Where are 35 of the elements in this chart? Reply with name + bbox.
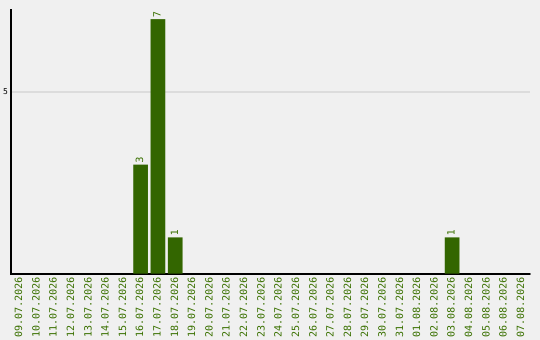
x-tick-label: 02.08.2026 (429, 276, 440, 338)
x-tick-label: 16.07.2026 (135, 276, 146, 338)
data-label: 7 (152, 11, 164, 18)
x-tick-label: 21.07.2026 (222, 276, 233, 338)
x-tick-label: 15.07.2026 (118, 276, 129, 338)
x-tick-label: 27.07.2026 (326, 276, 337, 338)
x-tick-label: 12.07.2026 (66, 276, 77, 338)
x-tick-label: 05.08.2026 (481, 276, 492, 338)
data-label: 3 (135, 156, 146, 163)
x-tick-label: 10.07.2026 (31, 276, 42, 338)
x-tick-label: 19.07.2026 (187, 276, 198, 338)
y-tick-label: 5 (2, 86, 8, 96)
x-tick-label: 23.07.2026 (256, 276, 268, 338)
data-label: 1 (446, 229, 458, 236)
x-tick-label: 31.07.2026 (394, 276, 406, 338)
x-tick-label: 29.07.2026 (360, 276, 372, 338)
x-tick-label: 22.07.2026 (239, 276, 250, 338)
x-tick-label: 03.08.2026 (446, 276, 458, 338)
x-tick-label: 11.07.2026 (48, 276, 60, 338)
x-tick-label: 09.07.2026 (14, 276, 26, 338)
x-tick-label: 25.07.2026 (290, 276, 302, 338)
x-tick-label: 24.07.2026 (274, 276, 285, 338)
x-tick-label: 13.07.2026 (83, 276, 94, 338)
x-tick-label: 07.08.2026 (516, 276, 527, 338)
x-tick-label: 20.07.2026 (204, 276, 216, 338)
data-label: 1 (170, 229, 181, 236)
x-tick-label: 28.07.2026 (342, 276, 354, 338)
x-tick-label: 14.07.2026 (100, 276, 112, 338)
x-tick-label: 30.07.2026 (377, 276, 388, 338)
x-tick-label: 04.08.2026 (464, 276, 476, 338)
x-tick-label: 17.07.2026 (152, 276, 164, 338)
x-tick-label: 26.07.2026 (308, 276, 320, 338)
x-tick-label: 06.08.2026 (498, 276, 510, 338)
x-tick-label: 18.07.2026 (170, 276, 181, 338)
x-tick-label: 01.08.2026 (412, 276, 424, 338)
